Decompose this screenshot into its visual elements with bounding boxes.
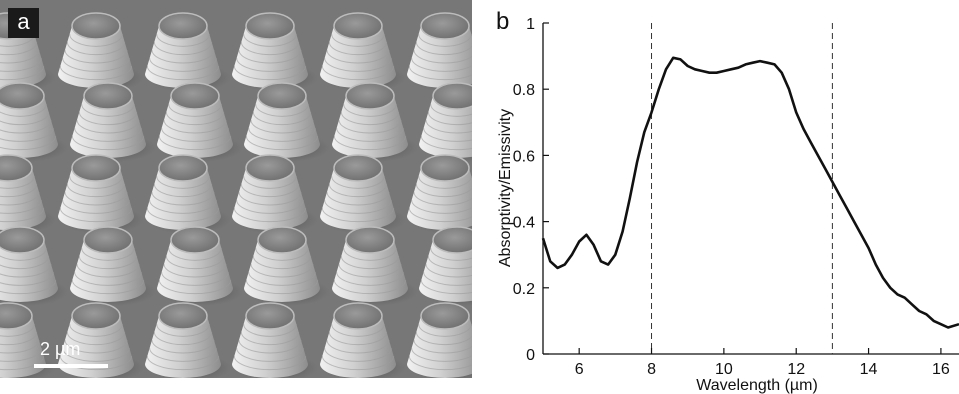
pillar — [0, 302, 56, 378]
pillar — [157, 82, 243, 162]
sem-micrograph-panel: a 2 µm — [0, 0, 472, 378]
panel-a-label: a — [8, 8, 39, 38]
y-tick-label: 0.4 — [513, 215, 535, 232]
spectrum-panel: 6 8 10 12 14 16 0 0.2 0.4 0.6 0.8 1 Wavelength (µm)… — [480, 0, 959, 394]
pillar — [145, 302, 231, 378]
pillar — [232, 12, 318, 92]
pillar — [145, 12, 231, 92]
y-tick-label: 0.8 — [513, 82, 535, 99]
pillar — [320, 154, 406, 234]
pillar — [145, 154, 231, 234]
pillar — [419, 82, 472, 162]
pillar — [0, 82, 68, 162]
pillar — [244, 226, 330, 306]
pillar — [232, 154, 318, 234]
pillar — [320, 12, 406, 92]
pillar — [58, 154, 144, 234]
pillar — [244, 82, 330, 162]
y-tick-label: 0.6 — [513, 148, 535, 165]
pillar — [407, 12, 472, 92]
pillar — [419, 226, 472, 306]
x-tick-label: 10 — [715, 361, 733, 378]
y-tick-label: 0 — [526, 347, 535, 364]
y-tick-label: 1 — [526, 16, 535, 33]
pillar — [332, 226, 418, 306]
absorptivity-chart: 6 8 10 12 14 16 0 0.2 0.4 0.6 0.8 1 Wavelength (µm)… — [497, 16, 959, 394]
pillar — [0, 226, 68, 306]
x-tick-label: 14 — [860, 361, 878, 378]
x-tick-label: 6 — [575, 361, 584, 378]
y-tick-label: 0.2 — [513, 281, 535, 298]
sem-micrograph-image — [0, 0, 472, 378]
y-axis-title: Absorptivity/Emissivity — [497, 109, 514, 267]
x-tick-label: 16 — [932, 361, 950, 378]
pillar — [407, 302, 472, 378]
series-line — [541, 56, 959, 329]
scale-bar-label: 2 µm — [40, 339, 81, 359]
pillar — [157, 226, 243, 306]
pillar — [320, 302, 406, 378]
x-axis-title: Wavelength (µm) — [696, 377, 818, 394]
pillar — [58, 12, 144, 92]
pillar — [70, 226, 156, 306]
panel-b-label: b — [496, 8, 510, 35]
scale-bar — [34, 364, 108, 368]
x-tick-label: 8 — [647, 361, 656, 378]
pillar — [232, 302, 318, 378]
x-tick-label: 12 — [787, 361, 805, 378]
